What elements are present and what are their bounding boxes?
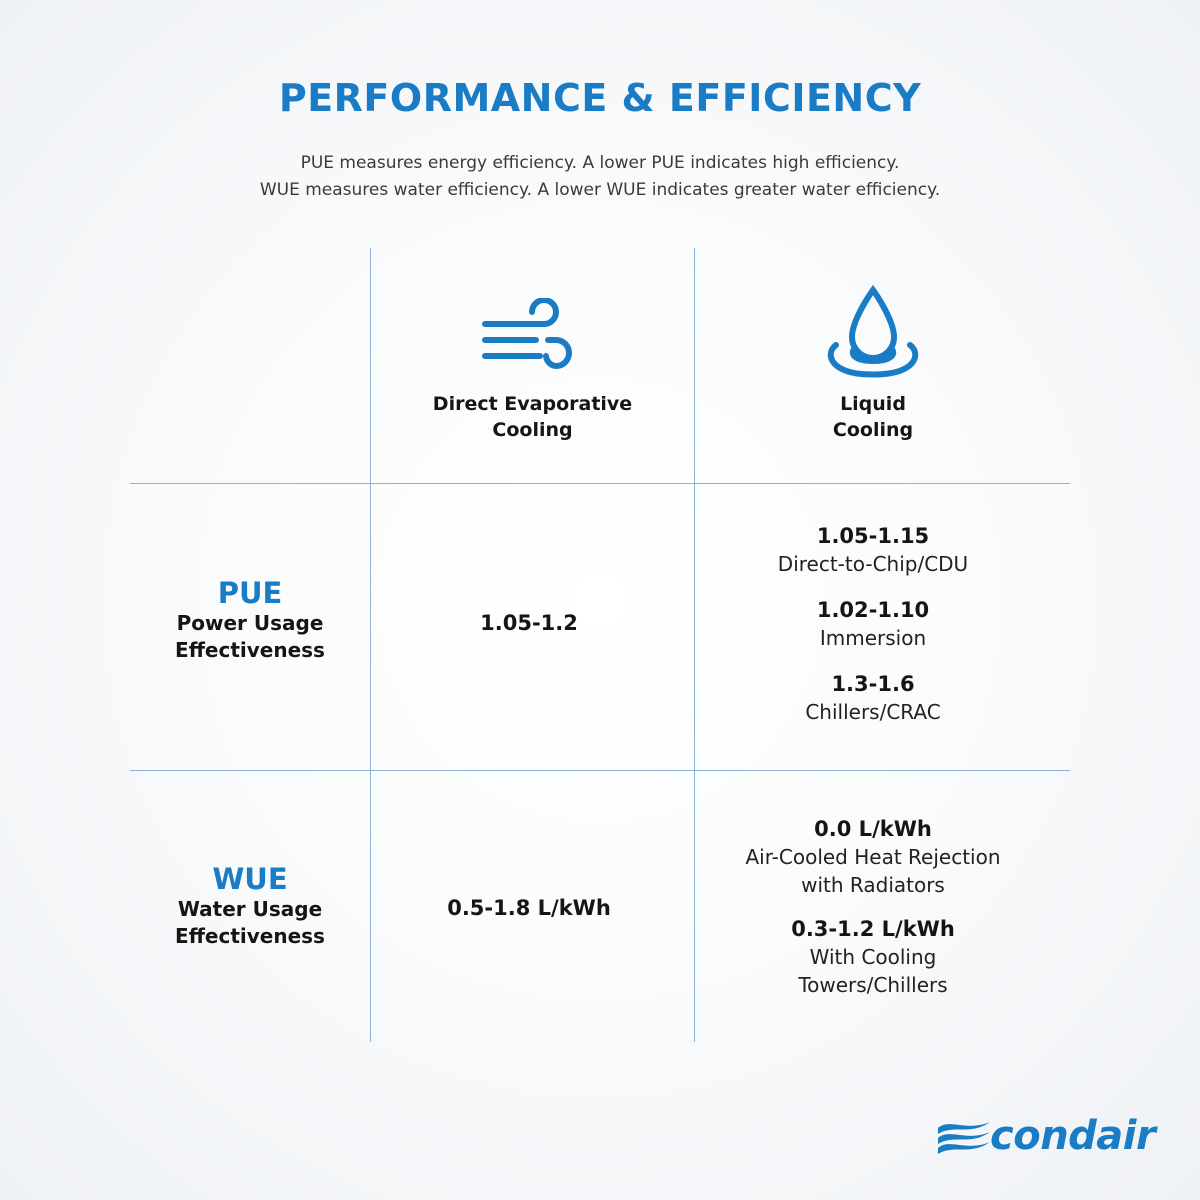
pue-direct-evaporative-value: 1.05-1.2: [480, 611, 578, 635]
row-full-line: Effectiveness: [175, 638, 325, 662]
value-block: 1.02-1.10 Immersion: [695, 596, 1051, 652]
pue-liquid-values: 1.05-1.15 Direct-to-Chip/CDU 1.02-1.10 I…: [695, 522, 1051, 726]
column-header-line: Liquid: [840, 393, 906, 415]
condair-wave-icon: [936, 1118, 992, 1158]
column-header-liquid: Liquid Cooling: [695, 391, 1051, 443]
value-label: Chillers/CRAC: [805, 700, 941, 724]
value-number: 0.3-1.2 L/kWh: [791, 917, 955, 941]
wue-liquid-values: 0.0 L/kWh Air-Cooled Heat Rejection with…: [695, 815, 1051, 999]
subtitle-line-pue: PUE measures energy efficiency. A lower …: [300, 153, 900, 173]
value-block: 0.3-1.2 L/kWh With Cooling Towers/Chille…: [695, 915, 1051, 999]
grid-divider-horizontal-1: [130, 483, 1070, 484]
row-full-line: Power Usage: [176, 611, 324, 635]
page-title: PERFORMANCE & EFFICIENCY: [278, 76, 922, 120]
row-full-line: Effectiveness: [175, 924, 325, 948]
row-abbr: PUE: [217, 576, 283, 610]
wind-icon: [482, 297, 578, 382]
column-header-line: Cooling: [832, 419, 914, 441]
value-number: 1.3-1.6: [831, 672, 915, 696]
wue-direct-evaporative-value: 0.5-1.8 L/kWh: [447, 896, 611, 920]
value-block: 1.3-1.6 Chillers/CRAC: [695, 670, 1051, 726]
grid-divider-vertical-2: [694, 248, 695, 1042]
row-abbr: WUE: [212, 862, 288, 896]
column-header-direct-evaporative: Direct Evaporative Cooling: [371, 391, 694, 443]
value-label: Immersion: [819, 626, 927, 650]
value-label: with Radiators: [801, 873, 945, 897]
row-header-wue: WUE Water Usage Effectiveness: [130, 862, 370, 950]
value-number: 1.05-1.15: [816, 524, 930, 548]
grid-divider-vertical-1: [370, 248, 371, 1042]
grid-divider-horizontal-2: [130, 770, 1070, 771]
value-block: 1.05-1.15 Direct-to-Chip/CDU: [695, 522, 1051, 578]
value-number: 1.02-1.10: [816, 598, 930, 622]
value-block: 0.0 L/kWh Air-Cooled Heat Rejection with…: [695, 815, 1051, 899]
water-drop-icon: [822, 284, 924, 385]
column-header-line: Cooling: [492, 419, 573, 441]
value-label: Air-Cooled Heat Rejection: [745, 845, 1001, 869]
condair-logo-text: condair: [990, 1113, 1156, 1159]
row-header-pue: PUE Power Usage Effectiveness: [130, 576, 370, 664]
value-label: Direct-to-Chip/CDU: [777, 552, 969, 576]
subtitle-line-wue: WUE measures water efficiency. A lower W…: [259, 180, 941, 200]
column-header-line: Direct Evaporative: [432, 393, 633, 415]
value-label: With Cooling: [809, 945, 937, 969]
value-label: Towers/Chillers: [798, 973, 948, 997]
value-number: 0.0 L/kWh: [814, 817, 932, 841]
row-full-line: Water Usage: [177, 897, 323, 921]
page-subtitle: PUE measures energy efficiency. A lower …: [0, 150, 1200, 204]
